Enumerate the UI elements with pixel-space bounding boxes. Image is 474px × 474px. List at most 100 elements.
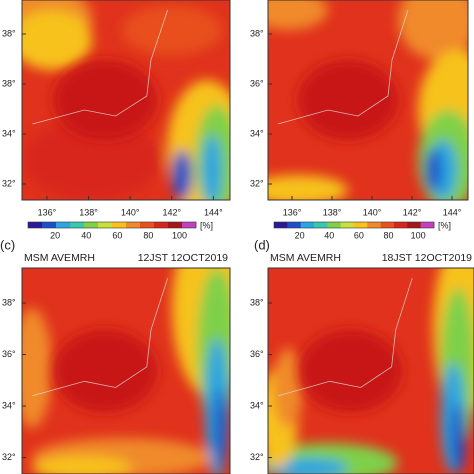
lat-label: 32° [2, 452, 16, 462]
field-blob [268, 458, 348, 474]
colorbar-cell [300, 222, 315, 228]
colorbar-cell [340, 222, 355, 228]
field-blob [32, 456, 132, 474]
colorbar-frame [27, 221, 197, 229]
colorbar-cell [112, 222, 127, 228]
lon-label: 144° [204, 207, 223, 217]
lon-label: 142° [403, 207, 422, 217]
lat-label: 36° [2, 349, 16, 359]
map-field [22, 268, 230, 474]
colorbar-cell [56, 222, 71, 228]
colorbar-tick-label: 80 [143, 230, 153, 240]
colorbar-cell [287, 222, 301, 228]
colorbar-cell [367, 222, 381, 228]
colorbar-tick-label: 60 [112, 230, 122, 240]
colorbar-unit: [%] [200, 220, 213, 230]
field-blob [273, 348, 303, 428]
map-panel: 38° 36° 34° 32° (d)MSM AVEMRH 18JST 12OCT2019 [250, 237, 474, 474]
panel-title: MSM AVEMRH [24, 252, 95, 264]
lat-label: 36° [250, 349, 264, 359]
field-blob [122, 5, 222, 55]
field-core [298, 329, 402, 413]
field-blobs [22, 0, 230, 200]
field-blobs [22, 268, 230, 474]
colorbar-cell [182, 222, 197, 228]
lon-label: 140° [363, 207, 382, 217]
map-frame [21, 267, 231, 474]
field-core [53, 60, 158, 140]
colorbar-tick-label: 100 [172, 230, 187, 240]
colorbar-tick-label: 80 [384, 230, 394, 240]
lon-label: 138° [323, 207, 342, 217]
colorbar-tick-label: 100 [411, 230, 426, 240]
colorbar-cell [314, 222, 328, 228]
colorbar-tick-label: 40 [324, 230, 334, 240]
map-panel: 38° 36° 34° 32° (c) MSM AVEMRH 12JST 12OCT2019 [0, 237, 231, 474]
lat-label: 38° [2, 28, 16, 38]
colorbar-cell [354, 222, 368, 228]
lon-label: 136° [38, 207, 57, 217]
lat-label: 38° [2, 78, 16, 88]
field-blob [22, 120, 162, 200]
colorbar-cell [327, 222, 341, 228]
lat-label: 38° [250, 28, 264, 38]
colorbar-cell [140, 222, 155, 228]
map-field [268, 268, 474, 474]
panel-label: (c) [0, 237, 15, 252]
field-core [53, 329, 158, 413]
colorbar-cell [154, 222, 169, 228]
lat-label: 34° [250, 400, 264, 410]
field-blob [268, 0, 328, 30]
colorbar-cell [84, 222, 99, 228]
coastline [277, 9, 409, 125]
panel-label: (d) [254, 237, 270, 252]
colorbar-frame [273, 221, 435, 229]
colorbar-cell [98, 222, 113, 228]
field-blob [22, 10, 92, 70]
colorbar-cell [420, 222, 435, 228]
colorbar-tick-label: 60 [354, 230, 364, 240]
map-frame [267, 0, 469, 201]
colorbar-cell [407, 222, 421, 228]
field-blob [214, 388, 226, 468]
colorbar-tick-label: 40 [81, 230, 91, 240]
field-blobs [268, 268, 474, 474]
lat-label: 38° [2, 297, 16, 307]
map-field [22, 0, 230, 200]
colorbar-cell [168, 222, 183, 228]
colorbar-unit: [%] [438, 220, 451, 230]
lat-label: 32° [250, 178, 264, 188]
lat-label: 34° [250, 128, 264, 138]
colorbar-cell [28, 222, 43, 228]
colorbar-cell [380, 222, 395, 228]
lat-label: 36° [250, 78, 264, 88]
colorbar-cell [42, 222, 57, 228]
lon-label: 140° [121, 207, 140, 217]
lat-label: 34° [2, 400, 16, 410]
lat-label: 32° [250, 452, 264, 462]
panel-time: 12JST 12OCT2019 [138, 252, 228, 264]
field-blob [202, 135, 222, 200]
coastline [278, 278, 413, 397]
field-blob [268, 175, 348, 200]
lat-label: 34° [2, 128, 16, 138]
colorbar-cell [126, 222, 141, 228]
lon-label: 144° [443, 207, 462, 217]
lon-label: 142° [162, 207, 181, 217]
lat-label: 38° [250, 297, 264, 307]
coastline [32, 9, 168, 125]
colorbar-tick-label: 20 [295, 230, 305, 240]
map-frame [21, 0, 231, 201]
lat-label: 32° [2, 178, 16, 188]
map-panel: 38° 38° 34° 32° 136° 138° 140° 142° 144° 20 40 60 80… [2, 0, 231, 240]
map-field [268, 0, 468, 200]
field-blob [22, 308, 52, 428]
field-blob [451, 403, 465, 473]
lon-label: 138° [79, 207, 98, 217]
panel-title: MSM AVEMRH [270, 252, 341, 264]
map-frame [267, 267, 474, 474]
field-blob [425, 148, 441, 192]
map-panel: 38° 36° 34° 32° 136° 138° 140° 142° 144° 20 40 60 80… [250, 0, 469, 240]
field-blob [398, 0, 468, 60]
